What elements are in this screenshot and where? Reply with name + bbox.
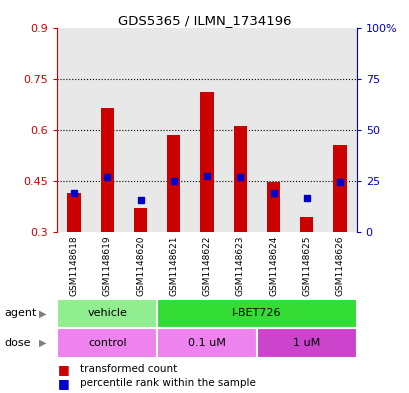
Text: GSM1148620: GSM1148620	[136, 235, 145, 296]
Bar	[134, 208, 147, 232]
Text: ▶: ▶	[39, 338, 46, 348]
Text: GSM1148622: GSM1148622	[202, 235, 211, 296]
Bar	[333, 145, 346, 232]
Text: GDS5365 / ILMN_1734196: GDS5365 / ILMN_1734196	[118, 14, 291, 27]
Text: percentile rank within the sample: percentile rank within the sample	[80, 378, 255, 388]
Text: GSM1148618: GSM1148618	[70, 235, 79, 296]
Bar	[299, 217, 313, 232]
Text: GSM1148621: GSM1148621	[169, 235, 178, 296]
Text: GSM1148624: GSM1148624	[268, 235, 277, 296]
Bar	[100, 108, 114, 232]
Text: transformed count: transformed count	[80, 364, 177, 375]
Text: ▶: ▶	[39, 309, 46, 318]
Text: vehicle: vehicle	[87, 309, 127, 318]
Bar	[256, 328, 356, 358]
Bar	[157, 328, 256, 358]
Text: dose: dose	[4, 338, 31, 348]
Bar	[266, 182, 279, 232]
Text: GSM1148623: GSM1148623	[235, 235, 244, 296]
Text: I-BET726: I-BET726	[231, 309, 281, 318]
Bar	[167, 135, 180, 232]
Text: GSM1148625: GSM1148625	[301, 235, 310, 296]
Text: 0.1 uM: 0.1 uM	[188, 338, 225, 348]
Bar	[157, 299, 356, 328]
Bar	[67, 193, 81, 232]
Text: GSM1148619: GSM1148619	[103, 235, 112, 296]
Bar	[233, 126, 246, 232]
Bar	[57, 328, 157, 358]
Text: ■: ■	[57, 376, 69, 390]
Bar	[200, 92, 213, 232]
Text: ■: ■	[57, 363, 69, 376]
Text: GSM1148626: GSM1148626	[335, 235, 344, 296]
Text: 1 uM: 1 uM	[292, 338, 320, 348]
Text: agent: agent	[4, 309, 36, 318]
Bar	[57, 299, 157, 328]
Text: control: control	[88, 338, 126, 348]
